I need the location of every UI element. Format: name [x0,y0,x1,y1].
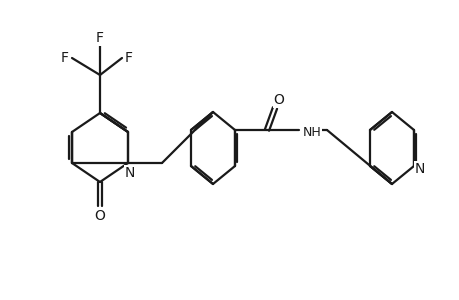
Text: N: N [414,162,424,176]
Text: O: O [273,93,284,107]
Text: F: F [125,51,133,65]
Text: O: O [95,209,105,223]
Text: NH: NH [302,125,321,139]
Text: N: N [124,166,135,180]
Text: F: F [61,51,69,65]
Text: F: F [96,31,104,45]
